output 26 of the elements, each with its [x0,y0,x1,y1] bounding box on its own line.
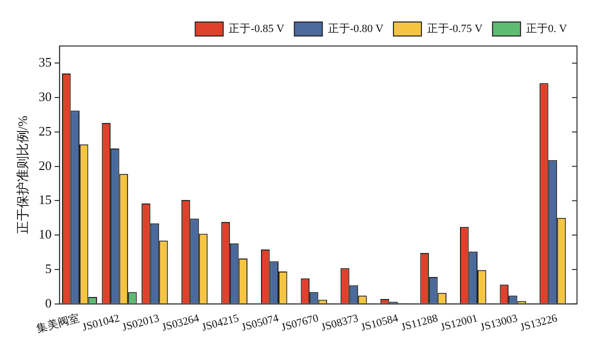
x-tick-label: JS13003 [479,312,520,334]
y-tick-label: 35 [38,54,52,70]
x-tick-label: JS05074 [240,312,280,334]
y-tick-label: 0 [45,295,52,310]
x-tick-label: JS11288 [400,312,440,334]
x-tick-label: JS12001 [439,312,480,334]
y-tick-label: 25 [38,123,52,138]
y-tick-label: 15 [38,192,52,208]
legend-label: 正于-0.75 V [426,22,483,35]
legend-label: 正于-0.80 V [328,22,384,35]
x-tick-label: JS03264 [160,312,201,334]
y-tick-label: 20 [38,158,52,173]
y-axis-title: 正于保护准则比例/% [15,116,30,234]
legend-label: 正于0. V [526,22,568,35]
x-tick-label: JS10584 [360,312,400,334]
x-tick-label: JS08373 [320,312,360,334]
x-tick-label: JS07670 [280,312,320,334]
x-tick-label: JS13226 [518,312,560,334]
y-tick-label: 30 [38,88,52,104]
x-tick-label: JS04215 [200,312,241,334]
x-tick-label: 集美阀室 [35,311,82,336]
y-tick-label: 10 [38,226,52,242]
x-tick-label: JS02013 [120,312,162,334]
y-tick-label: 5 [45,260,52,276]
legend-label: 正于-0.85 V [228,22,284,35]
x-tick-label: JS01042 [81,312,121,334]
